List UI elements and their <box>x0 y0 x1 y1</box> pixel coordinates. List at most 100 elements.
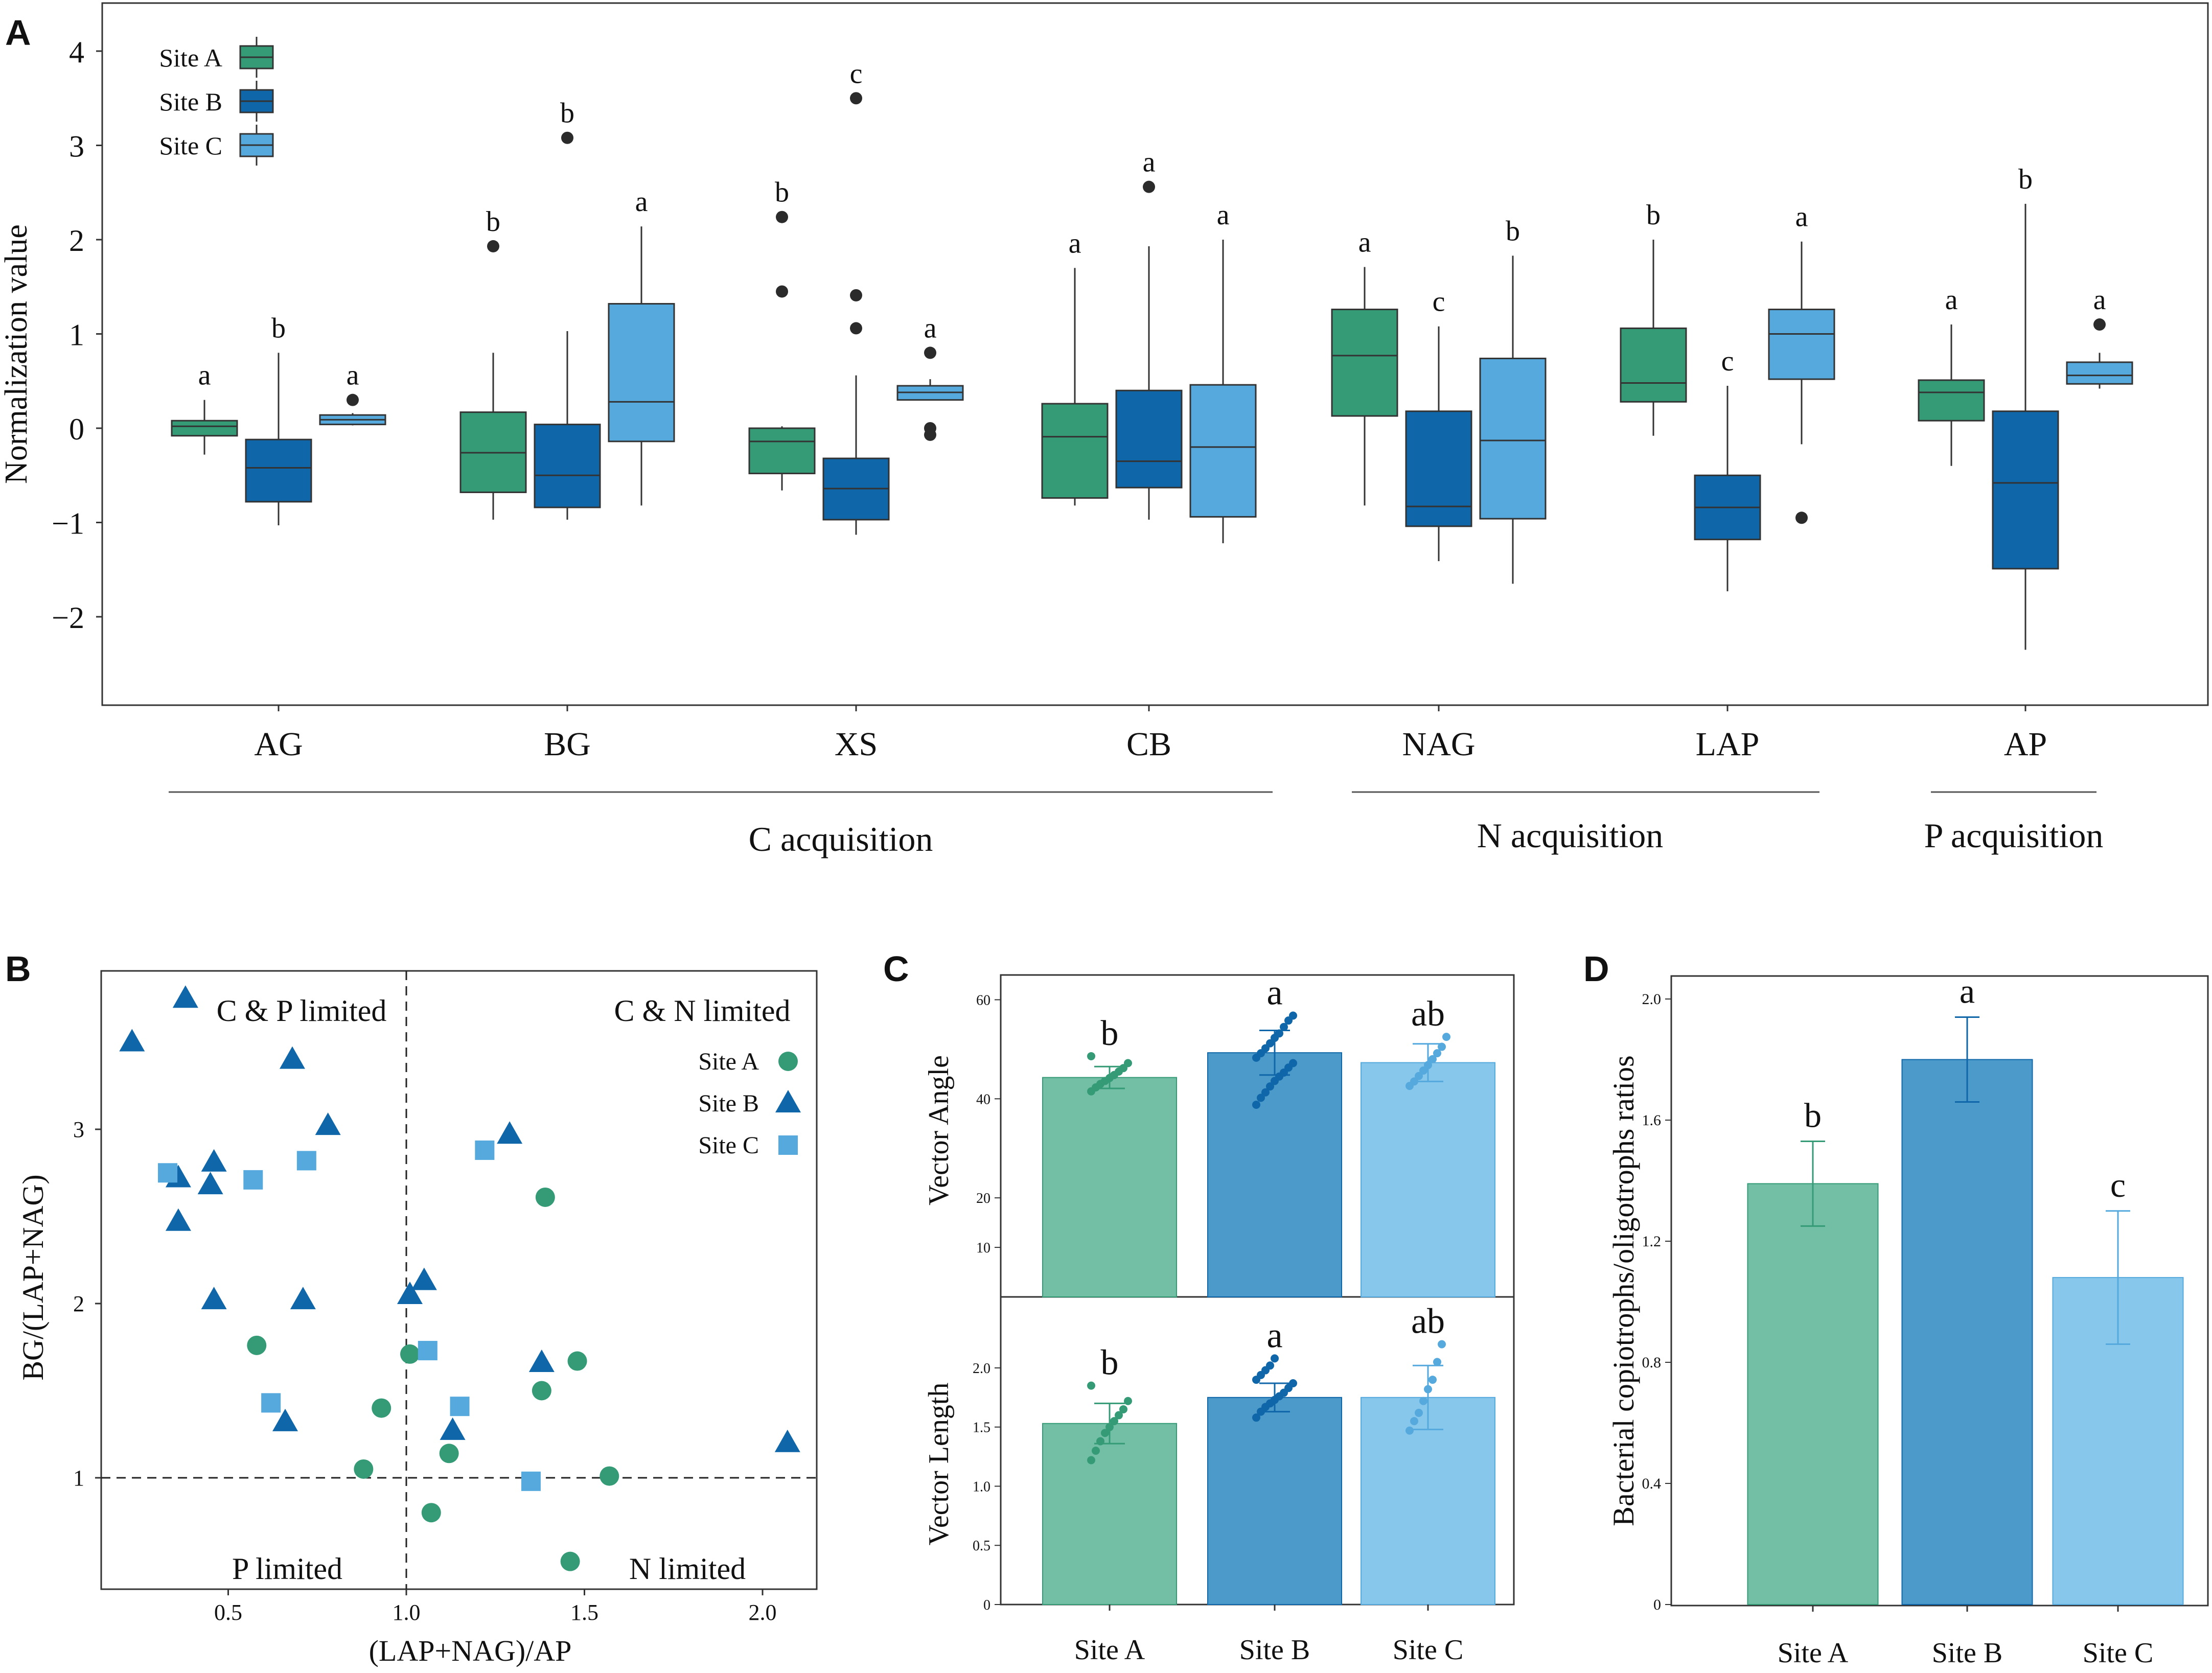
a-ytick-label: 3 <box>69 130 84 164</box>
box-bg-site-c: a <box>608 186 675 506</box>
a-ytick-label: 2 <box>69 224 84 258</box>
c-data-point <box>1424 1385 1432 1393</box>
c-significance-letter: ab <box>1411 994 1445 1034</box>
c-data-point <box>1087 1456 1095 1465</box>
c-data-point <box>1438 1042 1446 1051</box>
box-body <box>748 427 816 475</box>
box-lap-site-b: c <box>1694 345 1761 592</box>
c-data-point <box>1096 1437 1104 1446</box>
c-data-point <box>1280 1023 1288 1031</box>
panel-b-xlabel: (LAP+NAG)/AP <box>369 1634 572 1667</box>
box-significance-letter: a <box>1217 199 1230 231</box>
box-significance-letter: a <box>1795 201 1808 233</box>
box-body <box>1918 379 1985 422</box>
panel-d-barplot: Bacterial copiotrophs/oligotrophs ratios… <box>1607 972 2209 1669</box>
c-data-point <box>1252 1100 1260 1109</box>
b-point-site-c <box>296 1151 316 1171</box>
panel-b-frame <box>100 970 818 1590</box>
c-data-point <box>1087 1381 1095 1390</box>
panel-d-ylabel: Bacterial copiotrophs/oligotrophs ratios <box>1607 1055 1640 1526</box>
c-category-label: Site B <box>1239 1634 1310 1666</box>
c-ytick-label: 2.0 <box>973 1361 990 1377</box>
box-ag-site-c: a <box>319 360 386 426</box>
box-outlier <box>347 393 359 406</box>
box-significance-letter: c <box>850 58 863 89</box>
b-point-site-a <box>372 1398 391 1418</box>
a-legend-label: Site B <box>159 87 222 116</box>
c-data-point <box>1419 1066 1427 1075</box>
panel-a-ylabel: Normalization value <box>0 224 34 484</box>
c-data-point <box>1252 1413 1260 1422</box>
d-significance-letter: c <box>2110 1166 2126 1204</box>
quadrant-label-c-p-limited: C & P limited <box>217 994 387 1028</box>
c-ytick-label: 0 <box>983 1597 990 1613</box>
c-bar-site-a <box>1042 1423 1177 1605</box>
b-point-site-c <box>450 1397 470 1416</box>
a-ytick-label: 0 <box>69 412 84 446</box>
d-ytick-label: 0.4 <box>1642 1475 1662 1492</box>
box-significance-letter: a <box>1069 227 1081 259</box>
b-point-site-b <box>172 985 198 1008</box>
d-significance-letter: b <box>1804 1096 1822 1134</box>
box-outlier <box>924 422 936 434</box>
b-ytick-label: 3 <box>73 1117 84 1142</box>
d-ytick-label: 1.6 <box>1642 1112 1662 1129</box>
box-cb-site-c: a <box>1189 199 1257 544</box>
box-significance-letter: b <box>1506 215 1520 247</box>
b-point-site-a <box>567 1351 587 1371</box>
c-data-point <box>1275 1029 1283 1038</box>
box-body <box>1992 410 2059 570</box>
b-point-site-b <box>528 1349 555 1372</box>
box-ap-site-c: a <box>2066 284 2133 389</box>
c-bar-site-a <box>1042 1077 1177 1298</box>
panel-b-legend: Site A Site B Site C <box>698 1048 801 1159</box>
c-data-point <box>1087 1052 1095 1060</box>
b-series-site-c <box>158 1140 541 1491</box>
d-bar-site-a <box>1747 1183 1879 1606</box>
b-point-site-b <box>497 1121 523 1144</box>
box-bg-site-a: b <box>459 206 527 520</box>
c-data-point <box>1115 1411 1123 1420</box>
c-ytick-label: 20 <box>976 1191 990 1206</box>
b-point-site-a <box>600 1466 619 1486</box>
box-significance-letter: a <box>1358 227 1371 259</box>
quadrant-label-p-limited: P limited <box>232 1552 342 1586</box>
panel-a-boxplot: Normalization value −2 −1 0 1 2 3 4 a b a b b a b c a a… <box>0 2 2209 858</box>
box-outlier <box>1795 512 1808 524</box>
c-data-point <box>1271 1354 1279 1363</box>
c-vector-angle-subplot: 10 20 40 60 b a ab <box>976 973 1495 1298</box>
c-category-label: Site A <box>1074 1634 1145 1666</box>
box-body <box>608 303 675 443</box>
box-cb-site-b: a <box>1115 147 1183 520</box>
b-ytick-label: 2 <box>73 1291 84 1316</box>
d-category-label: Site C <box>2083 1637 2153 1669</box>
b-legend-label: Site A <box>698 1048 759 1075</box>
box-significance-letter: a <box>635 186 648 218</box>
c-data-point <box>1419 1397 1427 1405</box>
a-category-label: AG <box>254 726 303 763</box>
c-data-point <box>1101 1429 1109 1437</box>
b-point-site-b <box>272 1408 298 1431</box>
b-legend-marker <box>775 1090 801 1112</box>
box-lap-site-c: a <box>1768 201 1835 524</box>
d-ytick-label: 1.2 <box>1642 1233 1662 1250</box>
a-category-label: NAG <box>1402 726 1476 763</box>
panel-letter-d: D <box>1583 949 1609 989</box>
a-legend-label: Site A <box>159 43 222 72</box>
c-data-point <box>1289 1059 1297 1067</box>
c-data-point <box>1266 1039 1274 1048</box>
box-significance-letter: b <box>775 177 789 208</box>
box-body <box>1620 327 1687 403</box>
box-outlier <box>2093 318 2106 331</box>
box-nag-site-c: b <box>1479 215 1547 584</box>
box-outlier <box>561 131 573 144</box>
c-ytick-label: 40 <box>976 1091 990 1107</box>
a-group-label: C acquisition <box>749 820 933 858</box>
b-xtick-label: 2.0 <box>749 1600 777 1625</box>
box-body <box>171 420 238 437</box>
b-legend-label: Site B <box>698 1090 759 1117</box>
c-vector-length-subplot: 0 0.5 1.0 1.5 2.0 b a ab <box>973 1302 1495 1613</box>
b-legend-marker <box>778 1135 798 1155</box>
d-ytick-label: 0.8 <box>1642 1354 1662 1371</box>
